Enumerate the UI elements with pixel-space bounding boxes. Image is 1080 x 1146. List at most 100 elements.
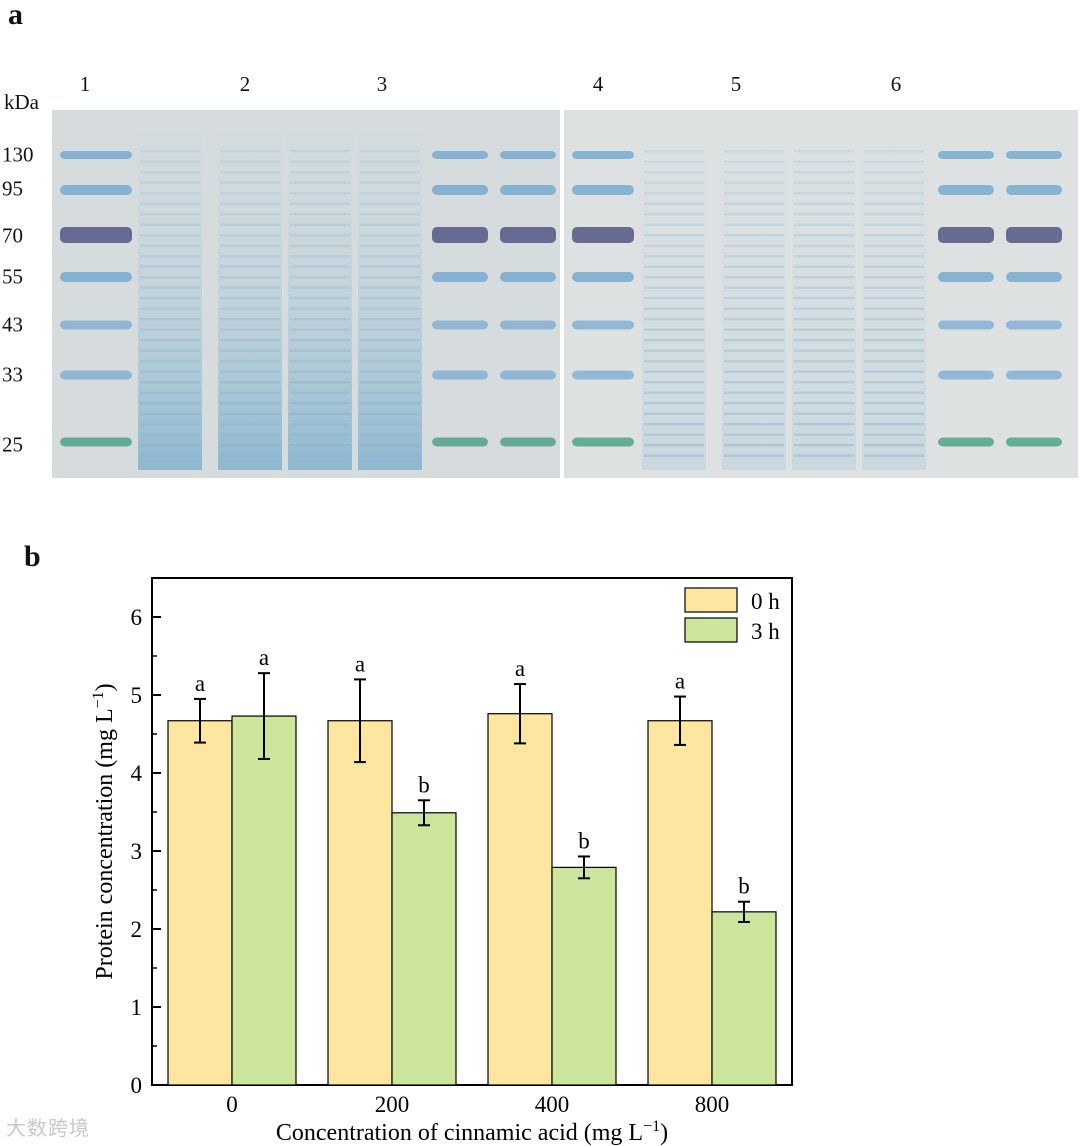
sample-band bbox=[140, 381, 200, 384]
sample-band bbox=[290, 181, 350, 184]
sample-band bbox=[724, 181, 784, 184]
sample-band bbox=[724, 255, 784, 258]
sample-band bbox=[864, 444, 924, 447]
bar bbox=[551, 866, 617, 1086]
sample-band bbox=[864, 307, 924, 310]
sample-band bbox=[864, 360, 924, 363]
sample-band bbox=[140, 370, 200, 373]
sample-band bbox=[140, 286, 200, 289]
sample-band bbox=[360, 160, 420, 163]
sample-band bbox=[724, 192, 784, 195]
marker-band bbox=[1006, 272, 1062, 282]
sample-band bbox=[290, 360, 350, 363]
sample-band bbox=[360, 318, 420, 321]
sample-band bbox=[360, 454, 420, 457]
sample-band bbox=[140, 150, 200, 153]
panel-a-label: a bbox=[8, 0, 23, 31]
marker-band bbox=[1006, 227, 1062, 243]
bar bbox=[711, 911, 777, 1086]
sample-band bbox=[220, 339, 280, 342]
sample-lane bbox=[288, 130, 352, 470]
bar bbox=[231, 715, 297, 1086]
sample-band bbox=[220, 255, 280, 258]
sample-band bbox=[290, 171, 350, 174]
sample-band bbox=[290, 444, 350, 447]
y-tick-label: 1 bbox=[131, 995, 143, 1020]
sample-band bbox=[290, 223, 350, 226]
sample-band bbox=[290, 433, 350, 436]
sample-band bbox=[864, 349, 924, 352]
sample-band bbox=[290, 265, 350, 268]
sample-band bbox=[644, 171, 704, 174]
sample-band bbox=[140, 360, 200, 363]
sample-band bbox=[290, 370, 350, 373]
sample-band bbox=[290, 391, 350, 394]
sample-lane bbox=[218, 130, 282, 470]
sample-band bbox=[360, 265, 420, 268]
marker-band bbox=[60, 370, 132, 380]
sample-band bbox=[360, 234, 420, 237]
significance-letter: a bbox=[195, 671, 205, 696]
sample-band bbox=[140, 265, 200, 268]
marker-band bbox=[572, 370, 634, 380]
sample-band bbox=[290, 234, 350, 237]
marker-band bbox=[500, 370, 556, 380]
sample-lane bbox=[862, 130, 926, 470]
sample-band bbox=[290, 150, 350, 153]
sample-band bbox=[220, 391, 280, 394]
sample-band bbox=[290, 297, 350, 300]
sample-band bbox=[724, 412, 784, 415]
sample-band bbox=[290, 318, 350, 321]
sample-band bbox=[140, 307, 200, 310]
sample-band bbox=[140, 433, 200, 436]
marker-band bbox=[500, 227, 556, 243]
x-tick-label: 800 bbox=[695, 1092, 730, 1117]
sample-band bbox=[220, 360, 280, 363]
sample-band bbox=[724, 370, 784, 373]
marker-band bbox=[572, 437, 634, 447]
sample-band bbox=[724, 423, 784, 426]
sample-band bbox=[290, 328, 350, 331]
sample-band bbox=[290, 454, 350, 457]
significance-letter: b bbox=[738, 874, 750, 899]
sample-band bbox=[864, 318, 924, 321]
watermark: 大数跨境 bbox=[6, 1116, 90, 1140]
sample-band bbox=[360, 412, 420, 415]
sample-band bbox=[360, 381, 420, 384]
sample-band bbox=[644, 454, 704, 457]
sample-band bbox=[644, 181, 704, 184]
sample-band bbox=[220, 171, 280, 174]
sample-band bbox=[864, 286, 924, 289]
sample-band bbox=[644, 255, 704, 258]
y-tick-label: 4 bbox=[131, 761, 143, 786]
sample-lane bbox=[642, 130, 706, 470]
sample-band bbox=[794, 265, 854, 268]
marker-band bbox=[572, 320, 634, 330]
sample-band bbox=[360, 360, 420, 363]
sample-band bbox=[220, 160, 280, 163]
marker-band bbox=[572, 185, 634, 195]
sample-band bbox=[864, 297, 924, 300]
sample-band bbox=[290, 402, 350, 405]
sample-band bbox=[644, 349, 704, 352]
bar bbox=[167, 720, 233, 1086]
marker-band bbox=[572, 227, 634, 243]
marker-95: 95 bbox=[2, 176, 23, 201]
legend-swatch bbox=[684, 617, 738, 643]
sample-band bbox=[220, 423, 280, 426]
sample-band bbox=[644, 370, 704, 373]
bar bbox=[487, 713, 553, 1086]
sample-band bbox=[360, 444, 420, 447]
marker-band bbox=[1006, 437, 1062, 447]
marker-band bbox=[432, 272, 488, 282]
sample-band bbox=[644, 412, 704, 415]
marker-band bbox=[432, 370, 488, 380]
sample-band bbox=[360, 328, 420, 331]
sample-band bbox=[864, 150, 924, 153]
marker-band bbox=[60, 227, 132, 243]
sample-band bbox=[220, 402, 280, 405]
marker-band bbox=[432, 151, 488, 159]
sample-band bbox=[794, 244, 854, 247]
sample-band bbox=[220, 349, 280, 352]
sample-band bbox=[220, 412, 280, 415]
